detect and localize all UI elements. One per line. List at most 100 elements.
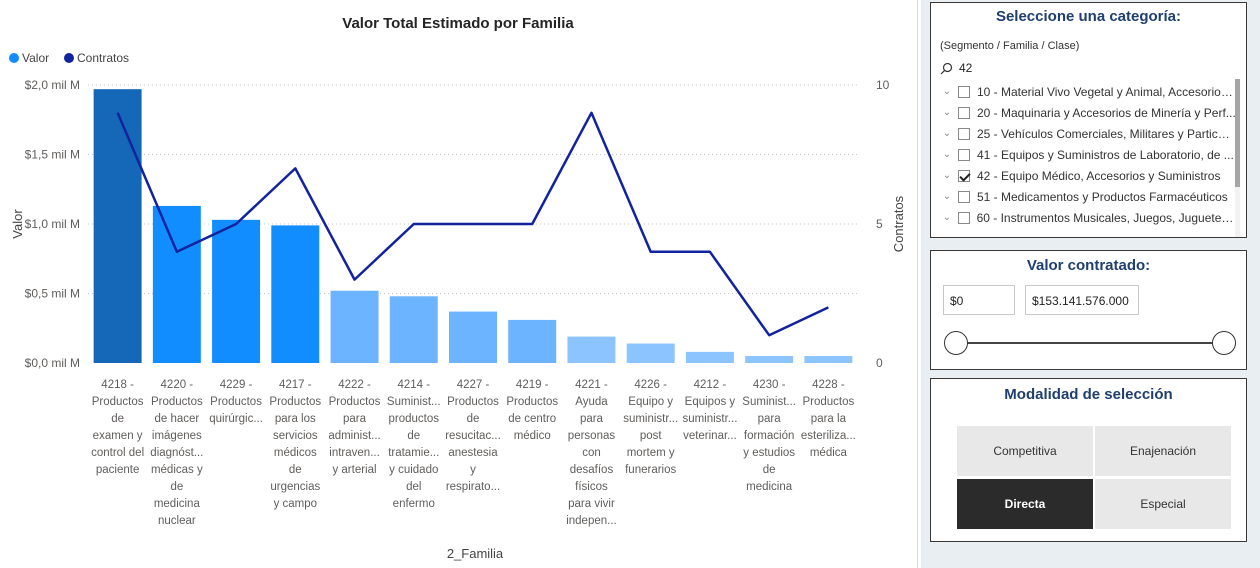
category-checkbox[interactable] xyxy=(957,127,970,140)
category-scrollbar[interactable] xyxy=(1235,79,1240,237)
category-item[interactable]: ⌄ 25 - Vehículos Comerciales, Militares y… xyxy=(940,123,1236,144)
x-tick-label: Productos xyxy=(92,396,144,408)
bar xyxy=(685,351,734,363)
x-tick-label: de centro xyxy=(508,413,556,425)
category-search[interactable]: 42 xyxy=(940,58,1230,78)
value-slicer-title: Valor contratado: xyxy=(1026,257,1151,274)
y2-tick-label: 10 xyxy=(876,78,890,92)
x-tick-label: Productos xyxy=(210,396,262,408)
x-tick-label: con xyxy=(582,447,601,459)
modality-slicer: Modalidad de selección Competitiva Enaje… xyxy=(930,378,1247,542)
bar xyxy=(212,219,261,363)
category-checkbox[interactable] xyxy=(958,106,970,119)
modality-especial-button[interactable]: Especial xyxy=(1095,479,1231,529)
x-tick-label: examen y xyxy=(93,430,143,442)
filter-sidebar: Seleccione una categoría: (Segmento / Fa… xyxy=(921,0,1260,568)
x-tick-label: Productos xyxy=(151,396,203,408)
category-item-label: 20 - Maquinaria y Accesorios de Minería … xyxy=(977,105,1236,120)
x-tick-label: Equipo y xyxy=(628,396,673,408)
value-min-input[interactable]: $0 xyxy=(943,285,1015,315)
x-tick-label: de xyxy=(111,413,124,425)
category-checkbox[interactable] xyxy=(957,85,970,98)
x-tick-label: administ... xyxy=(328,430,380,442)
chevron-down-icon[interactable]: ⌄ xyxy=(942,170,952,181)
x-tick-label: para vivir xyxy=(568,498,615,510)
y2-tick-label: 5 xyxy=(876,217,883,231)
x-tick-label: 4218 - xyxy=(101,379,134,391)
x-tick-label: formación xyxy=(744,430,795,442)
x-tick-label: 4219 - xyxy=(516,379,549,391)
y2-axis-title: Contratos xyxy=(891,195,906,252)
category-checkbox[interactable] xyxy=(958,148,970,161)
category-checkbox[interactable] xyxy=(958,169,970,182)
chevron-down-icon[interactable]: ⌄ xyxy=(942,149,952,160)
x-tick-label: 4227 - xyxy=(457,379,490,391)
chevron-down-icon[interactable]: ⌄ xyxy=(942,128,952,139)
category-item[interactable]: ⌄ 60 - Instrumentos Musicales, Juegos, Ju… xyxy=(940,207,1236,228)
x-tick-label: y xyxy=(470,464,476,476)
modality-competitiva-button[interactable]: Competitiva xyxy=(957,426,1093,476)
bar xyxy=(508,319,557,363)
category-item[interactable]: ⌄ 20 - Maquinaria y Accesorios de Minería… xyxy=(940,102,1236,123)
bar xyxy=(93,89,142,364)
slider-max-handle[interactable] xyxy=(1212,331,1236,355)
legend-label: Valor xyxy=(22,51,49,65)
bar xyxy=(271,225,320,363)
category-item[interactable]: ⌄ 42 - Equipo Médico, Accesorios y Sumini… xyxy=(940,165,1236,186)
category-search-input[interactable]: 42 xyxy=(959,61,973,75)
modality-enajenacion-button[interactable]: Enajenación xyxy=(1095,426,1231,476)
category-checkbox[interactable] xyxy=(958,190,970,203)
y-tick-label: $0,5 mil M xyxy=(25,287,80,301)
x-tick-label: para xyxy=(758,413,782,425)
bar xyxy=(567,336,616,363)
x-tick-label: físicos xyxy=(575,481,608,493)
x-tick-label: diagnóst... xyxy=(150,447,203,459)
chevron-down-icon[interactable]: ⌄ xyxy=(942,86,952,97)
x-tick-label: Equipos y xyxy=(685,396,736,408)
modality-slicer-title: Modalidad de selección xyxy=(1004,386,1173,403)
x-tick-label: Suminist... xyxy=(742,396,796,408)
y-tick-label: $2,0 mil M xyxy=(25,78,80,92)
chart-panel: Valor Total Estimado por Familia Valor Con… xyxy=(9,0,918,568)
y2-tick-label: 0 xyxy=(876,356,883,370)
x-tick-label: 4220 - xyxy=(161,379,194,391)
x-tick-label: y arterial xyxy=(332,464,376,476)
chart-title: Valor Total Estimado por Familia xyxy=(342,15,574,32)
value-range-slider[interactable] xyxy=(944,331,1236,355)
category-item-label: 10 - Material Vivo Vegetal y Animal, Acc… xyxy=(976,84,1236,99)
x-tick-label: resucitac... xyxy=(445,430,501,442)
modality-directa-button[interactable]: Directa xyxy=(957,479,1093,529)
bar xyxy=(152,205,201,363)
x-tick-label: Suminist... xyxy=(387,396,441,408)
category-item[interactable]: ⌄ 41 - Equipos y Suministros de Laborator… xyxy=(940,144,1236,165)
chevron-down-icon[interactable]: ⌄ xyxy=(942,212,951,223)
category-item[interactable]: ⌄ 10 - Material Vivo Vegetal y Animal, Ac… xyxy=(940,81,1236,102)
x-tick-label: esteriliza... xyxy=(801,430,856,442)
x-tick-label: médicas y xyxy=(151,464,203,476)
x-tick-label: Ayuda xyxy=(575,396,608,408)
chevron-down-icon[interactable]: ⌄ xyxy=(942,107,952,118)
x-tick-label: tratamie... xyxy=(388,447,439,459)
x-tick-label: 4212 - xyxy=(694,379,727,391)
x-tick-label: anestesia xyxy=(448,447,498,459)
x-tick-label: medicina xyxy=(154,498,201,510)
chevron-down-icon[interactable]: ⌄ xyxy=(942,191,952,202)
slider-track xyxy=(947,342,1233,344)
x-tick-label: para la xyxy=(811,413,847,425)
x-tick-label: personas xyxy=(568,430,616,442)
contratos-line xyxy=(116,111,829,337)
value-max-input[interactable]: $153.141.576.000 xyxy=(1025,285,1139,315)
x-tick-label: de xyxy=(170,481,183,493)
bar xyxy=(389,296,438,363)
x-tick-label: intraven... xyxy=(329,447,380,459)
category-item[interactable]: ⌄ 51 - Medicamentos y Productos Farmacéut… xyxy=(940,186,1236,207)
x-tick-label: control del xyxy=(91,447,144,459)
slider-min-handle[interactable] xyxy=(944,331,968,355)
x-tick-label: suministr... xyxy=(623,413,678,425)
bar xyxy=(449,311,497,363)
category-scrollbar-thumb[interactable] xyxy=(1235,79,1240,187)
x-tick-label: servicios xyxy=(273,430,318,442)
value-slicer: Valor contratado: $0 $153.141.576.000 xyxy=(930,250,1247,370)
category-checkbox[interactable] xyxy=(957,211,970,224)
x-tick-label: 4229 - xyxy=(220,379,253,391)
